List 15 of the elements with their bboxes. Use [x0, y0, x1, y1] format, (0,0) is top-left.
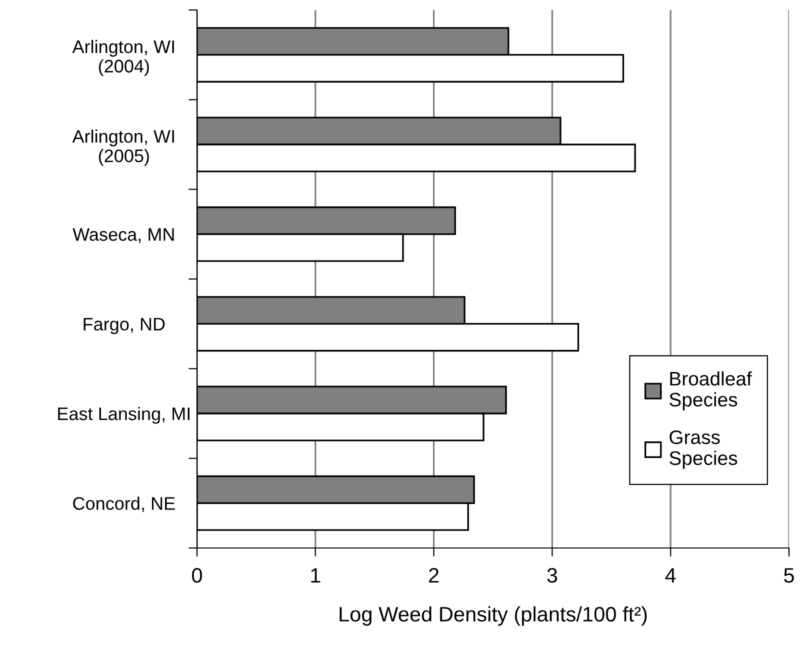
x-tick-label: 4 — [665, 568, 676, 583]
y-tick-label: Arlington, WI (2005) — [72, 130, 174, 166]
y-tick-label: Concord, NE — [73, 496, 175, 512]
y-tick-label: Fargo, ND — [84, 318, 165, 334]
legend-label: Grass Species — [670, 430, 738, 469]
y-tick-label: Waseca, MN — [72, 228, 174, 244]
x-tick-label: 5 — [784, 568, 794, 583]
y-tick-label: Arlington, WI (2004) — [72, 40, 174, 76]
x-tick-label: 3 — [547, 568, 558, 583]
x-tick-label: 1 — [311, 568, 320, 583]
x-axis-title: Log Weed Density (plants/100 ft²) — [340, 606, 647, 626]
legend-label: Broadleaf Species — [670, 371, 752, 410]
y-tick-label: East Lansing, MI — [58, 406, 190, 424]
x-tick-label: 2 — [429, 568, 439, 583]
x-tick-label: 0 — [192, 568, 202, 583]
